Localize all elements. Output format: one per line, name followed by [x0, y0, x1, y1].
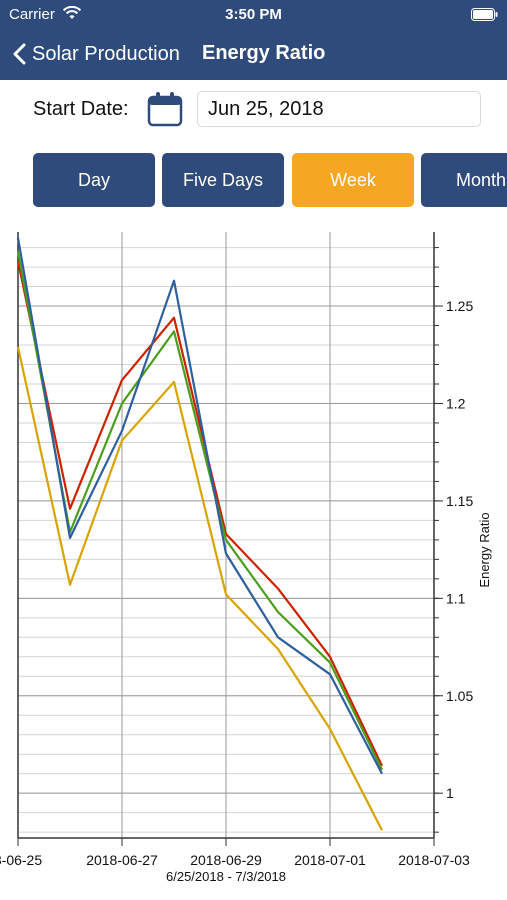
back-button[interactable]: Solar Production: [12, 38, 180, 70]
y-tick-label: 1.15: [446, 493, 473, 509]
status-bar: Carrier 3:50 PM: [0, 0, 507, 28]
x-tick-label: 2018-06-29: [190, 852, 262, 868]
carrier-label: Carrier: [9, 6, 55, 23]
series-line-1: [16, 260, 383, 767]
calendar-icon[interactable]: [147, 91, 183, 127]
x-tick-label: 2018-06-27: [86, 852, 158, 868]
series-line-2: [16, 251, 383, 771]
y-tick-label: 1.2: [446, 395, 466, 411]
page-title: Energy Ratio: [202, 42, 326, 64]
y-tick-label: 1: [446, 785, 454, 801]
app-header: Carrier 3:50 PM Solar Production Energy …: [0, 0, 507, 80]
start-date-field[interactable]: Jun 25, 2018: [197, 91, 481, 127]
series-line-4: [16, 346, 383, 831]
back-button-label: Solar Production: [32, 42, 180, 65]
energy-ratio-chart: 1 1.05 1.1 1.15 1.2 1.25 8-06-25 2018-06-27 2018…: [0, 232, 492, 884]
range-button-month[interactable]: Month: [421, 153, 507, 207]
series-line-3: [16, 237, 383, 775]
y-tick-label: 1.05: [446, 688, 473, 704]
range-button-day[interactable]: Day: [33, 153, 155, 207]
wifi-icon: [62, 6, 82, 19]
y-tick-label: 1.1: [446, 590, 466, 606]
start-date-label: Start Date:: [33, 98, 129, 120]
x-tick-label: 2018-07-03: [398, 852, 470, 868]
range-button-five-days[interactable]: Five Days: [162, 153, 284, 207]
x-tick-label: 8-06-25: [0, 852, 42, 868]
y-tick-label: 1.25: [446, 298, 473, 314]
chevron-left-icon: [13, 43, 26, 65]
status-time: 3:50 PM: [225, 6, 282, 23]
x-axis-title: 6/25/2018 - 7/3/2018: [166, 869, 286, 884]
nav-bar: Solar Production Energy Ratio: [0, 32, 507, 76]
y-axis-title: Energy Ratio: [477, 512, 492, 587]
battery-icon: [471, 8, 498, 21]
x-tick-label: 2018-07-01: [294, 852, 366, 868]
range-button-week[interactable]: Week: [292, 153, 414, 207]
